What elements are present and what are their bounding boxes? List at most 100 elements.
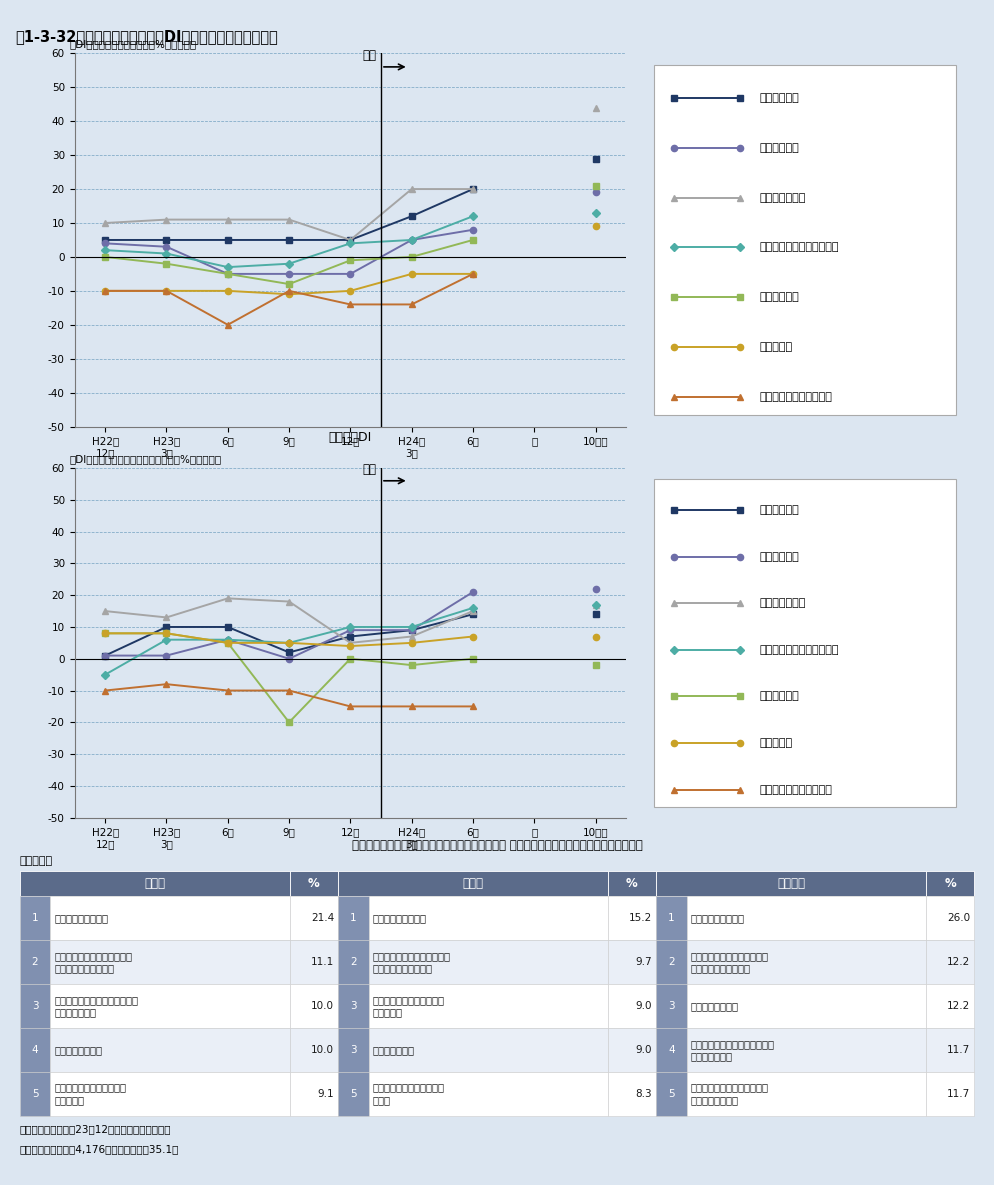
Bar (608, 1027, 656, 1071)
Bar (20, 871, 289, 896)
Bar (338, 896, 369, 940)
Bar (289, 896, 338, 940)
Bar (656, 871, 926, 896)
Bar (369, 1027, 608, 1071)
Bar (289, 1071, 338, 1116)
Bar (608, 940, 656, 984)
Bar (338, 871, 608, 896)
Text: 製造業: 製造業 (462, 877, 483, 890)
Bar (338, 984, 369, 1027)
Text: 土壌、水質浄化サービス（地下
水浄化を含む）: 土壌、水質浄化サービス（地下 水浄化を含む） (55, 994, 138, 1017)
Text: 9.1: 9.1 (317, 1089, 334, 1098)
Bar (608, 871, 656, 896)
Text: 廃棄物処理・資源有効利用: 廃棄物処理・資源有効利用 (759, 243, 839, 252)
Text: （＊）有効回答数4,176社、有効回答率35.1％: （＊）有効回答数4,176社、有効回答率35.1％ (20, 1145, 179, 1154)
Text: 東北６県で実施したいと考えている環境ビジネス 上位５ビジネス（業種別・本社所在地別）: 東北６県で実施したいと考えている環境ビジネス 上位５ビジネス（業種別・本社所在地… (352, 839, 642, 852)
Text: 21.4: 21.4 (311, 914, 334, 923)
Bar (687, 1027, 926, 1071)
Bar (338, 1071, 369, 1116)
Text: 再生可能エネルギー: 再生可能エネルギー (373, 914, 426, 923)
FancyBboxPatch shape (654, 479, 956, 807)
Text: 11.7: 11.7 (947, 1045, 970, 1055)
Bar (608, 1071, 656, 1116)
Bar (51, 896, 289, 940)
Bar (926, 896, 974, 940)
Text: 全ビジネス: 全ビジネス (759, 738, 792, 748)
Bar (20, 1027, 51, 1071)
Text: %: % (944, 877, 956, 890)
Bar (289, 940, 338, 984)
Bar (926, 1071, 974, 1116)
Text: 環境ビジネス: 環境ビジネス (759, 505, 799, 515)
Text: 2: 2 (668, 957, 675, 967)
Text: 3: 3 (350, 1001, 357, 1011)
Text: 2: 2 (32, 957, 39, 967)
Text: 自然環境保全: 自然環境保全 (759, 293, 799, 302)
Text: %: % (308, 877, 320, 890)
Text: 5: 5 (668, 1089, 675, 1098)
Bar (656, 1071, 687, 1116)
Text: 太陽光発電システム（関連
機器製造）: 太陽光発電システム（関連 機器製造） (373, 994, 444, 1017)
Text: 出典：環境省「平成23年12月環境経済観測調査」: 出典：環境省「平成23年12月環境経済観測調査」 (20, 1125, 171, 1134)
Text: 15.2: 15.2 (629, 914, 652, 923)
Bar (926, 940, 974, 984)
Text: 自然環境保全: 自然環境保全 (759, 692, 799, 702)
Text: スマートグリッド: スマートグリッド (691, 1001, 739, 1011)
Text: 地球温暖化対策: 地球温暖化対策 (759, 193, 805, 203)
Text: 11.7: 11.7 (947, 1089, 970, 1098)
Text: 土壌、水質浄化用装置・施設
（地下水浄化を含む）: 土壌、水質浄化用装置・施設 （地下水浄化を含む） (55, 950, 132, 973)
Text: 1: 1 (668, 914, 675, 923)
Text: 図1-3-32　環境ビジネスの業況DIと環境ビジネスの見通し: 図1-3-32 環境ビジネスの業況DIと環境ビジネスの見通し (15, 30, 277, 45)
Bar (369, 984, 608, 1027)
Bar (338, 1027, 369, 1071)
Text: 1: 1 (350, 914, 357, 923)
Bar (656, 1027, 687, 1071)
Text: 9.7: 9.7 (635, 957, 652, 967)
Text: 非製造業: 非製造業 (777, 877, 805, 890)
Bar (608, 896, 656, 940)
Bar (369, 940, 608, 984)
Text: 予測: 予測 (362, 463, 376, 476)
Bar (289, 1027, 338, 1071)
Bar (687, 1071, 926, 1116)
Text: 5: 5 (350, 1089, 357, 1098)
Text: 11.1: 11.1 (311, 957, 334, 967)
Text: 再生可能エネルギー: 再生可能エネルギー (691, 914, 745, 923)
Text: 9.0: 9.0 (636, 1001, 652, 1011)
Text: 土壌、水質浄化用装置・施設
（地下水浄化を含む）: 土壌、水質浄化用装置・施設 （地下水浄化を含む） (373, 950, 450, 973)
Text: 2: 2 (350, 957, 357, 967)
Bar (20, 984, 51, 1027)
Text: 廃棄物処理・資源有効利用: 廃棄物処理・資源有効利用 (759, 645, 839, 655)
Text: （業種別）: （業種別） (20, 856, 53, 866)
Text: 環境汚染防止: 環境汚染防止 (759, 552, 799, 562)
Bar (338, 940, 369, 984)
Text: 太陽光発電システム（関連
機器製造）: 太陽光発電システム（関連 機器製造） (55, 1083, 126, 1104)
Text: 1: 1 (32, 914, 39, 923)
Bar (926, 871, 974, 896)
Text: 太陽光発電システム（据付・
メンテナンス等）: 太陽光発電システム（据付・ メンテナンス等） (691, 1083, 768, 1104)
Bar (656, 896, 687, 940)
Text: 4: 4 (32, 1045, 39, 1055)
Text: %: % (626, 877, 638, 890)
Bar (656, 984, 687, 1027)
Text: 12.2: 12.2 (947, 1001, 970, 1011)
Text: 日銀短観全規模・全産業: 日銀短観全規模・全産業 (759, 392, 832, 402)
Bar (926, 1027, 974, 1071)
Text: リサイクル素材: リサイクル素材 (373, 1045, 414, 1055)
Text: 環境ビジネス: 環境ビジネス (759, 94, 799, 103)
Bar (687, 984, 926, 1027)
Bar (289, 871, 338, 896)
Bar (51, 940, 289, 984)
Bar (51, 1071, 289, 1116)
Text: 9.0: 9.0 (636, 1045, 652, 1055)
Text: 全産業: 全産業 (144, 877, 165, 890)
Text: 10.0: 10.0 (311, 1045, 334, 1055)
Text: 環境汚染防止: 環境汚染防止 (759, 143, 799, 153)
Bar (369, 896, 608, 940)
Text: 予測: 予測 (362, 49, 376, 62)
Text: 全ビジネス: 全ビジネス (759, 342, 792, 352)
Text: 土壌、水質浄化サービス（地下
水浄化を含む）: 土壌、水質浄化サービス（地下 水浄化を含む） (691, 1039, 774, 1061)
Text: （DI：「需要超過」－「供給超過」、%ポイント）: （DI：「需要超過」－「供給超過」、%ポイント） (69, 455, 221, 465)
Text: （DI：「良い」－「悪い」、%ポイント）: （DI：「良い」－「悪い」、%ポイント） (69, 39, 196, 50)
Text: 12.2: 12.2 (947, 957, 970, 967)
